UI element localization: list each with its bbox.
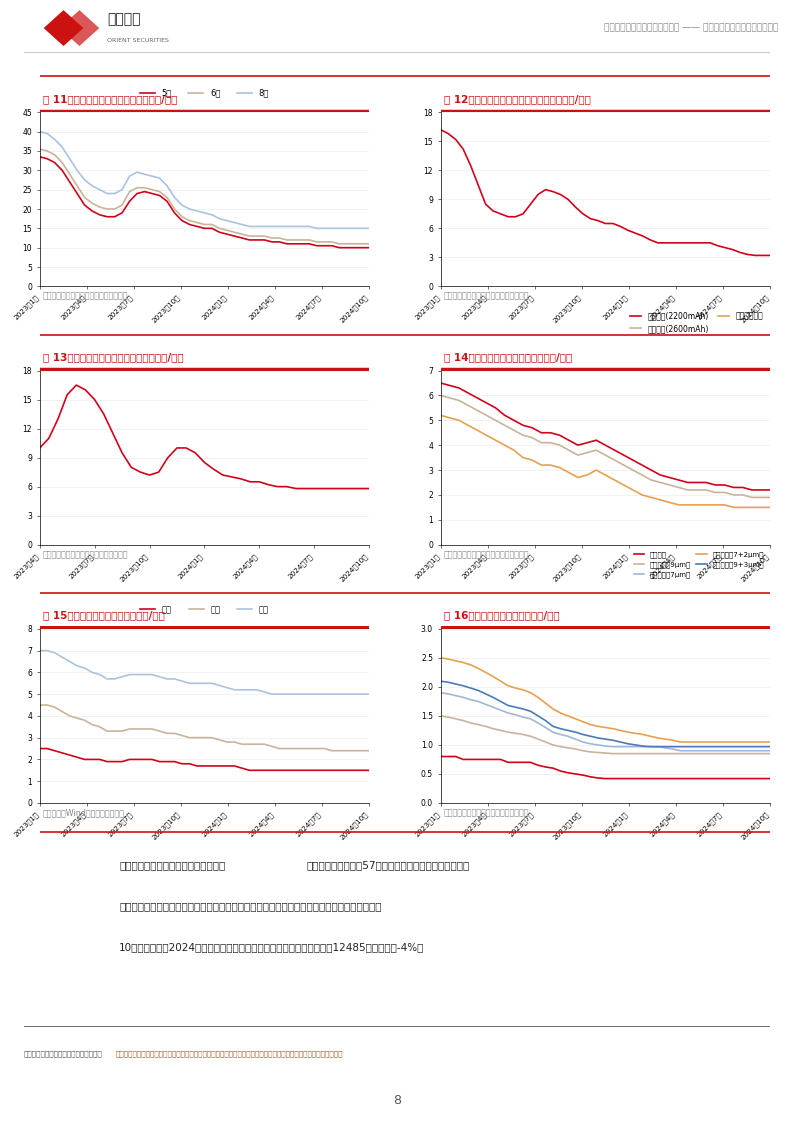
Text: 数据来源：同花顺金融，东方证券研究所: 数据来源：同花顺金融，东方证券研究所 (444, 550, 530, 559)
Text: 图 14：电解液价格走势（单位：万元/吨）: 图 14：电解液价格走势（单位：万元/吨） (444, 353, 572, 363)
Text: 东方证券: 东方证券 (107, 12, 141, 26)
Text: 图 13：六氟磷酸锂价格走势（单位：万元/吨）: 图 13：六氟磷酸锂价格走势（单位：万元/吨） (43, 353, 183, 363)
Text: 数据来源：同花顺金融，东方证券研究所: 数据来源：同花顺金融，东方证券研究所 (444, 809, 530, 818)
Text: 数据来源：Wind，东方证券研究所: 数据来源：Wind，东方证券研究所 (43, 809, 125, 818)
Text: 数据来源：同花顺金融，东方证券研究所: 数据来源：同花顺金融，东方证券研究所 (444, 292, 530, 301)
Polygon shape (60, 10, 99, 46)
Legend: 低端, 中端, 高端: 低端, 中端, 高端 (137, 602, 272, 618)
Text: 图 15：负极价格走势（单位：万元/吨）: 图 15：负极价格走势（单位：万元/吨） (43, 611, 165, 621)
Text: 数据来源：同花顺金融，东方证券研究所: 数据来源：同花顺金融，东方证券研究所 (43, 292, 129, 301)
Text: 图 12：磷酸铁锂正极价格走势（单位：万元/吨）: 图 12：磷酸铁锂正极价格走势（单位：万元/吨） (444, 94, 591, 104)
Legend: 5系, 6系, 8系: 5系, 6系, 8系 (137, 85, 272, 101)
Text: 其他重要信息披露见分析师申明之后部分，或请与您的投资代表联系。并请阅读本证券研究报告最后一页的免责申明。: 其他重要信息披露见分析师申明之后部分，或请与您的投资代表联系。并请阅读本证券研究… (115, 1050, 343, 1057)
Text: 图 11：三元正极价格走势（单位：万元/吨）: 图 11：三元正极价格走势（单位：万元/吨） (43, 94, 177, 104)
Text: 图 16：隔膜价格走势（单位：元/平）: 图 16：隔膜价格走势（单位：元/平） (444, 611, 560, 621)
Text: 数据来源：同花顺金融，东方证券研究所: 数据来源：同花顺金融，东方证券研究所 (43, 550, 129, 559)
Text: 为锂钴资源、三元前驱体、三元正极、铁锂正极、负极、电解液、隔膜、铜箔、辅材、锂电池共: 为锂钴资源、三元前驱体、三元正极、铁锂正极、负极、电解液、隔膜、铜箔、辅材、锂电… (119, 901, 382, 911)
Text: ORIENT SECURITIES: ORIENT SECURITIES (107, 38, 169, 43)
Text: 新能源汽车产业链行业策略报告 —— 供给优化需求蓄势，成长续新篇: 新能源汽车产业链行业策略报告 —— 供给优化需求蓄势，成长续新篇 (604, 24, 778, 33)
Text: 10个细分环节。2024年前三季度，锂电板块上市公司实现营业收入合计12485亿元，同比-4%；: 10个细分环节。2024年前三季度，锂电板块上市公司实现营业收入合计12485亿… (119, 942, 425, 952)
Polygon shape (44, 10, 83, 46)
Legend: 干法基膜, 湿法基膜（9μm）, 湿法基膜（7μm）, 涂覆隔膜（7+2μm）, 涂覆隔膜（9+3μm）: 干法基膜, 湿法基膜（9μm）, 湿法基膜（7μm）, 涂覆隔膜（7+2μm）,… (630, 549, 767, 581)
Text: 8: 8 (393, 1094, 401, 1107)
Text: 有关分析师的申明，见本报告最后部分。: 有关分析师的申明，见本报告最后部分。 (24, 1050, 102, 1057)
Text: 我们选取锂电产业链57家上市公司进行统计分析，并划分: 我们选取锂电产业链57家上市公司进行统计分析，并划分 (306, 860, 470, 870)
Legend: 三元电池(2200mAh), 三元电池(2600mAh), 磷酸铁锂电池: 三元电池(2200mAh), 三元电池(2600mAh), 磷酸铁锂电池 (626, 309, 766, 336)
Text: 量增难抵价跌，产业链盈利同比下滑。: 量增难抵价跌，产业链盈利同比下滑。 (119, 860, 225, 870)
